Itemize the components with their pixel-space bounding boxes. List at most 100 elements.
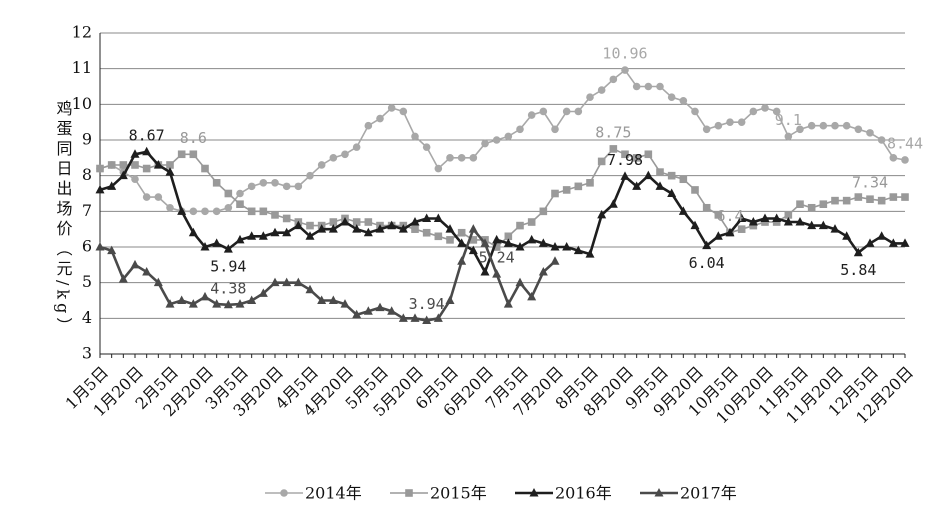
point	[831, 121, 839, 130]
point	[702, 125, 711, 134]
point	[492, 269, 502, 278]
point	[375, 224, 385, 233]
point	[131, 175, 139, 184]
data-label: 7.34	[852, 174, 888, 192]
point	[877, 136, 886, 144]
point	[224, 203, 233, 212]
point	[317, 224, 327, 233]
point	[538, 266, 548, 276]
point	[831, 196, 839, 205]
y-tick-label: 12	[72, 23, 92, 42]
point	[306, 171, 314, 180]
point	[340, 217, 350, 226]
point	[189, 150, 198, 159]
point	[772, 107, 781, 116]
point	[608, 199, 618, 208]
point	[445, 224, 455, 233]
point	[259, 207, 268, 216]
point	[95, 184, 105, 194]
point	[866, 129, 874, 137]
point	[166, 203, 174, 212]
point	[737, 213, 747, 222]
point	[165, 299, 175, 308]
point	[551, 189, 559, 198]
point	[340, 299, 350, 308]
point	[376, 114, 384, 123]
point	[293, 277, 303, 287]
point	[678, 206, 688, 215]
point	[247, 182, 256, 191]
point	[223, 299, 233, 309]
point	[480, 238, 490, 247]
point	[352, 143, 361, 151]
point	[294, 182, 303, 191]
point	[726, 118, 734, 126]
point	[293, 220, 303, 230]
point	[761, 218, 769, 226]
point	[398, 224, 408, 233]
point	[212, 238, 222, 247]
data-label: 8.75	[595, 123, 631, 141]
point	[434, 232, 443, 241]
point	[807, 203, 816, 212]
point	[236, 200, 244, 208]
point	[282, 227, 292, 237]
point	[527, 234, 537, 244]
point	[796, 200, 804, 208]
point	[714, 211, 723, 219]
point	[469, 236, 478, 244]
point	[807, 121, 816, 130]
point	[573, 245, 583, 255]
point	[247, 207, 256, 216]
point	[258, 231, 268, 240]
point	[306, 221, 314, 230]
y-tick-label: 11	[72, 58, 92, 77]
point	[212, 299, 222, 308]
point	[690, 220, 700, 230]
point	[516, 125, 524, 134]
point	[118, 170, 128, 180]
point	[713, 231, 723, 240]
point	[247, 231, 257, 240]
point	[270, 227, 280, 237]
point	[328, 224, 338, 233]
point	[527, 291, 537, 301]
point	[130, 259, 140, 269]
point	[142, 193, 151, 201]
y-tick-label: 5	[82, 272, 92, 291]
point	[363, 227, 373, 237]
point	[853, 247, 863, 257]
point	[819, 121, 828, 130]
point	[667, 93, 676, 101]
legend-label: 2017年	[680, 484, 737, 503]
point	[772, 218, 781, 226]
point	[405, 489, 413, 497]
point	[280, 489, 288, 497]
point	[224, 189, 233, 198]
data-label: 6.04	[689, 254, 725, 272]
point	[503, 238, 513, 247]
point	[632, 181, 642, 190]
point	[95, 242, 105, 251]
point	[96, 164, 104, 173]
point	[200, 291, 210, 301]
data-label: 5.84	[840, 261, 876, 279]
point	[364, 121, 373, 130]
y-tick-label: 10	[72, 94, 92, 113]
point	[667, 188, 677, 197]
point	[597, 157, 606, 166]
point	[457, 238, 467, 247]
point	[271, 179, 279, 187]
point	[212, 179, 221, 187]
point	[574, 182, 583, 191]
point	[702, 240, 712, 250]
data-label: 6.4	[716, 207, 743, 225]
point	[901, 156, 909, 164]
point	[714, 121, 723, 130]
point	[818, 220, 828, 230]
point	[189, 207, 198, 216]
point	[107, 161, 116, 169]
point	[748, 217, 758, 226]
point	[865, 238, 875, 247]
point	[866, 195, 874, 204]
